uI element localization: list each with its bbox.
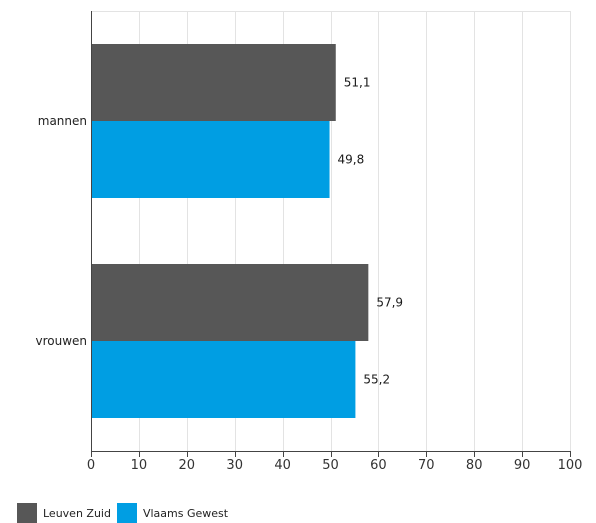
legend: Leuven Zuid Vlaams Gewest xyxy=(17,503,234,523)
bar-series-1-mannen[interactable] xyxy=(91,121,330,198)
x-tick-label: 50 xyxy=(322,458,339,473)
data-labels: 51,1 49,8 57,9 55,2 xyxy=(338,76,404,387)
legend-swatch xyxy=(17,503,37,523)
data-label: 49,8 xyxy=(338,153,365,167)
legend-swatch xyxy=(116,503,137,523)
data-label: 55,2 xyxy=(363,373,390,387)
x-tick-label: 100 xyxy=(558,458,583,473)
bar-series-0-vrouwen[interactable] xyxy=(91,264,369,341)
x-tick-label: 0 xyxy=(87,458,95,473)
category-labels: mannen vrouwen xyxy=(35,114,87,348)
x-tick-label: 10 xyxy=(131,458,148,473)
x-tick-label: 80 xyxy=(466,458,483,473)
axes xyxy=(91,11,570,452)
x-tick-label: 40 xyxy=(274,458,291,473)
category-label: mannen xyxy=(38,114,87,128)
data-label: 57,9 xyxy=(376,296,403,310)
legend-item-series-1[interactable]: Vlaams Gewest xyxy=(116,503,229,523)
data-label: 51,1 xyxy=(344,76,371,90)
x-tick-label: 30 xyxy=(226,458,243,473)
x-tick-label: 60 xyxy=(370,458,387,473)
bar-series-1-vrouwen[interactable] xyxy=(91,341,356,418)
bar-chart: 0 10 20 30 40 50 60 70 80 90 100 mannen vrouwen 51,… xyxy=(35,11,583,473)
bars xyxy=(91,44,369,418)
x-tick-label: 20 xyxy=(179,458,196,473)
legend-label: Leuven Zuid xyxy=(43,506,111,520)
x-tick-label: 90 xyxy=(514,458,531,473)
legend-label: Vlaams Gewest xyxy=(142,506,229,520)
legend-item-series-0[interactable]: Leuven Zuid xyxy=(17,503,111,523)
x-axis-ticks: 0 10 20 30 40 50 60 70 80 90 100 xyxy=(87,451,583,473)
category-label: vrouwen xyxy=(35,334,87,348)
x-tick-label: 70 xyxy=(418,458,435,473)
bar-series-0-mannen[interactable] xyxy=(91,44,336,121)
